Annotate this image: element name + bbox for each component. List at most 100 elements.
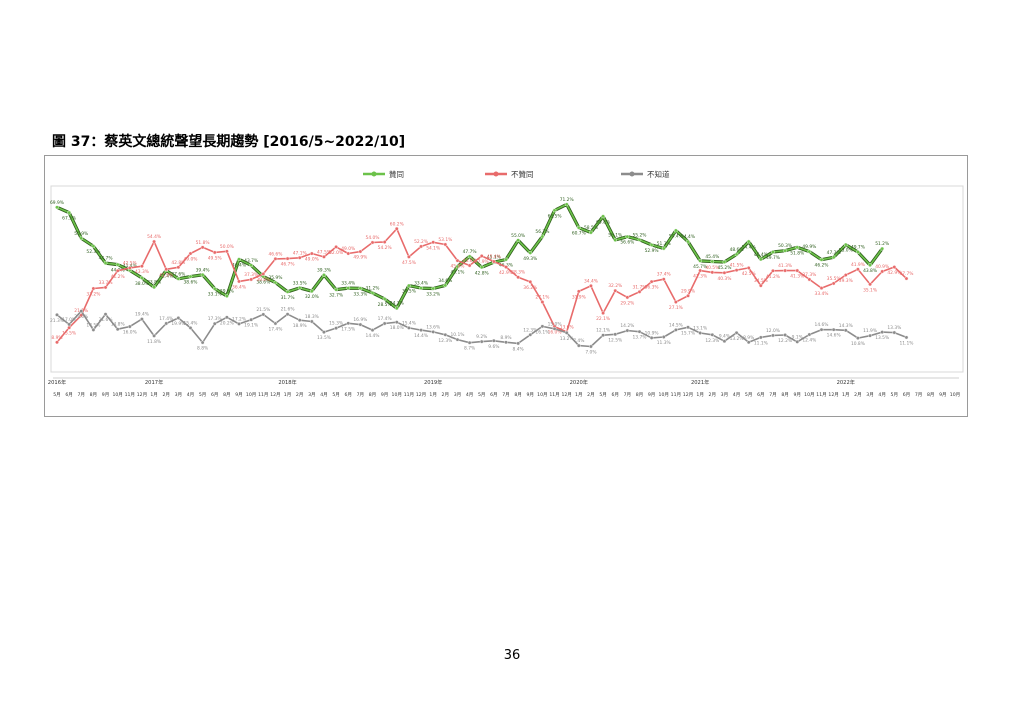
data-point-unknown (880, 330, 885, 335)
data-point-approve (686, 239, 690, 244)
x-tick-label: 11月 (816, 392, 826, 398)
data-label-approve: 49.9% (802, 244, 816, 250)
data-label-disapprove: 52.2% (414, 239, 428, 245)
data-label-unknown: 10.8% (851, 341, 865, 347)
data-point-disapprove (686, 293, 690, 298)
x-tick-label: 2月 (587, 392, 595, 398)
data-point-approve (346, 286, 351, 290)
data-point-disapprove (673, 300, 678, 304)
data-point-unknown (819, 327, 824, 332)
data-point-disapprove (79, 313, 84, 318)
data-label-unknown: 15.3% (329, 321, 343, 327)
data-point-approve (431, 286, 436, 291)
data-point-unknown (127, 324, 132, 329)
data-point-approve (795, 245, 800, 250)
data-label-disapprove: 41.2% (111, 274, 125, 280)
data-point-disapprove (880, 269, 885, 274)
data-label-unknown: 15.4% (184, 320, 198, 326)
data-point-approve (407, 283, 411, 288)
data-point-approve (249, 263, 254, 268)
data-label-approve: 53.0% (839, 248, 853, 254)
data-point-disapprove (831, 281, 836, 286)
data-label-unknown: 23.0% (74, 314, 88, 320)
data-label-unknown: 16.9% (353, 317, 367, 323)
x-tick-label: 4月 (733, 392, 741, 398)
data-point-unknown (625, 328, 630, 333)
data-label-disapprove: 41.3% (790, 274, 804, 280)
data-label-disapprove: 13.6% (560, 324, 574, 330)
data-point-approve (176, 276, 181, 281)
x-tick-label: 2月 (296, 392, 304, 398)
x-tick-label: 7月 (769, 392, 777, 398)
x-tick-label: 7月 (502, 392, 510, 398)
data-label-approve: 69.9% (50, 200, 64, 206)
data-label-approve: 55.2% (633, 232, 647, 238)
data-label-unknown: 14.5% (669, 322, 683, 328)
data-label-unknown: 8.9% (743, 335, 754, 341)
data-point-approve (152, 285, 156, 290)
data-point-unknown (443, 332, 448, 337)
data-label-approve: 29.8% (220, 289, 234, 295)
data-label-approve: 52.9% (645, 248, 659, 254)
x-tick-label: 5月 (53, 392, 61, 398)
x-tick-label: 6月 (903, 392, 911, 398)
data-label-disapprove: 37.7% (899, 271, 913, 277)
data-point-approve (552, 208, 557, 213)
year-label: 2021年 (691, 378, 709, 386)
data-label-disapprove: 47.9% (475, 259, 489, 265)
data-label-approve: 51.8% (790, 250, 804, 256)
x-tick-label: 9月 (648, 392, 656, 398)
data-point-approve (200, 272, 205, 277)
data-point-unknown (55, 312, 59, 317)
data-point-disapprove (601, 311, 605, 315)
x-tick-label: 8月 (223, 392, 231, 398)
x-tick-label: 1月 (696, 392, 704, 398)
data-point-disapprove (55, 340, 59, 345)
data-point-unknown (504, 340, 508, 345)
data-point-unknown (758, 335, 763, 340)
data-point-disapprove (127, 266, 132, 270)
data-label-disapprove: 41.5% (730, 263, 744, 269)
legend-label-disapprove: 不贊同 (511, 169, 534, 179)
data-label-disapprove: 27.1% (535, 295, 549, 301)
data-point-approve (334, 287, 339, 292)
data-point-approve (673, 228, 678, 233)
data-point-unknown (831, 327, 836, 332)
data-point-disapprove (115, 268, 120, 273)
x-tick-label: 5月 (478, 392, 486, 398)
x-tick-label: 3月 (721, 392, 729, 398)
data-point-unknown (67, 322, 72, 327)
x-tick-label: 1月 (842, 392, 850, 398)
data-label-unknown: 17.0% (62, 317, 76, 323)
data-label-approve: 65.8% (596, 219, 610, 225)
data-point-disapprove (491, 259, 496, 264)
x-tick-label: 12月 (137, 392, 147, 398)
x-tick-label: 12月 (828, 392, 838, 398)
x-tick-label: 1月 (429, 392, 437, 398)
data-label-unknown: 17.4% (268, 326, 282, 332)
data-point-approve (601, 214, 605, 219)
data-point-disapprove (528, 279, 533, 284)
data-label-disapprove: 40.9% (875, 264, 889, 270)
x-tick-label: 2月 (709, 392, 717, 398)
data-label-approve: 41.4% (159, 273, 173, 279)
data-label-disapprove: 45.4% (487, 254, 501, 260)
data-point-unknown (843, 328, 848, 333)
x-tick-label: 12月 (561, 392, 571, 398)
data-label-disapprove: 39.8% (256, 277, 270, 283)
data-point-approve (504, 257, 508, 262)
data-point-disapprove (783, 268, 788, 273)
data-point-unknown (661, 335, 666, 339)
data-label-approve: 47.3% (827, 250, 841, 256)
x-tick-label: 2月 (162, 392, 170, 398)
data-point-unknown (491, 338, 496, 343)
data-point-approve (661, 246, 666, 251)
data-label-approve: 59.4% (669, 234, 683, 240)
data-label-approve: 34.5% (402, 289, 416, 295)
data-label-disapprove: 45.8% (450, 264, 464, 270)
x-tick-label: 4月 (466, 392, 474, 398)
data-point-unknown (528, 332, 533, 337)
data-point-unknown (382, 321, 387, 326)
data-point-disapprove (140, 264, 144, 269)
data-label-unknown: 11.1% (899, 340, 913, 346)
